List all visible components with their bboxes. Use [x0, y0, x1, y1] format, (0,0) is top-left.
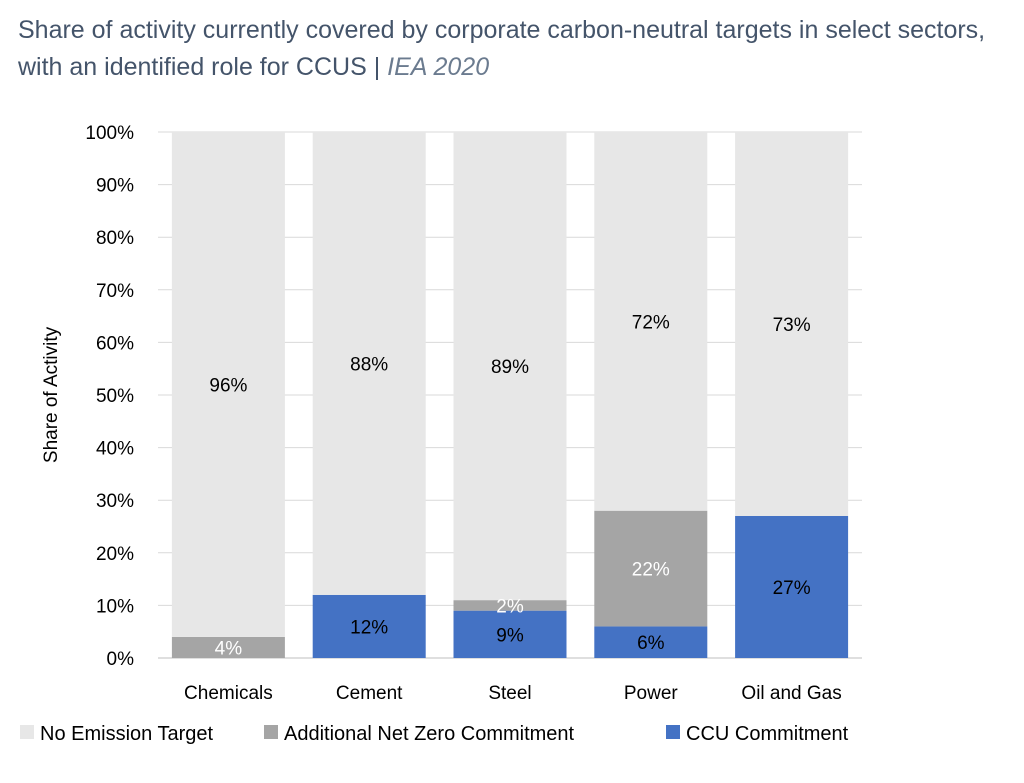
bar-segment [453, 610, 567, 658]
y-axis-ticks: 0% 10% 20% 30% 40% 50% 60% 70% 80% 90% 100% [85, 123, 134, 670]
y-axis-label: Share of Activity [41, 326, 62, 463]
bar-segment [171, 132, 285, 637]
data-label: 2% [496, 596, 524, 617]
x-category-label: Cement [336, 683, 403, 704]
bar-segment [453, 132, 567, 601]
data-label: 22% [632, 560, 670, 581]
data-label: 72% [632, 312, 670, 333]
bar-segment [594, 510, 708, 627]
bar-segment [594, 626, 708, 658]
legend-swatch [264, 725, 278, 739]
y-tick-label: 40% [96, 439, 134, 460]
x-category-label: Power [624, 683, 679, 704]
legend-entry: CCU Commitment [686, 723, 849, 745]
legend-entry: No Emission Target [40, 723, 213, 745]
y-tick-label: 80% [96, 228, 134, 249]
title-separator: | [366, 53, 388, 81]
data-label: 12% [350, 617, 388, 638]
y-tick-label: 30% [96, 491, 134, 512]
data-labels: 4% 96% 12% 88% 9% 2% 89% 6% 22% 72% 27% 73% [209, 312, 810, 659]
y-tick-label: 50% [96, 386, 134, 407]
bar-segment [735, 132, 849, 516]
bar-segment [312, 132, 426, 595]
bar-segment [171, 636, 285, 658]
legend-entry: Additional Net Zero Commitment [284, 723, 575, 745]
data-label: 9% [496, 625, 524, 646]
data-label: 6% [637, 633, 665, 654]
y-tick-label: 60% [96, 333, 134, 354]
x-category-label: Steel [488, 683, 531, 704]
data-label: 27% [773, 578, 811, 599]
legend-swatch [666, 725, 680, 739]
chart-title-text: Share of activity currently covered by c… [18, 16, 986, 81]
bar-segment [312, 594, 426, 658]
data-label: 88% [350, 354, 388, 375]
x-category-label: Chemicals [184, 683, 273, 704]
data-label: 89% [491, 357, 529, 378]
y-tick-label: 70% [96, 281, 134, 302]
data-label: 73% [773, 315, 811, 336]
chart-source: IEA 2020 [387, 53, 490, 81]
bars [171, 132, 849, 658]
y-tick-label: 20% [96, 544, 134, 565]
chart-title: Share of activity currently covered by c… [18, 12, 1018, 86]
x-category-label: Oil and Gas [741, 683, 841, 704]
data-label: 4% [215, 638, 243, 659]
bar-segment [735, 515, 849, 658]
legend-swatch [20, 725, 34, 739]
y-tick-label: 90% [96, 176, 134, 197]
bar-segment [594, 132, 708, 511]
x-axis-categories: Chemicals Cement Steel Power Oil and Gas [184, 683, 842, 704]
bar-segment [453, 600, 567, 611]
y-tick-label: 100% [85, 123, 134, 144]
y-tick-label: 0% [107, 649, 135, 670]
data-label: 96% [209, 375, 247, 396]
legend: No Emission Target Additional Net Zero Co… [20, 723, 849, 745]
y-tick-label: 10% [96, 596, 134, 617]
